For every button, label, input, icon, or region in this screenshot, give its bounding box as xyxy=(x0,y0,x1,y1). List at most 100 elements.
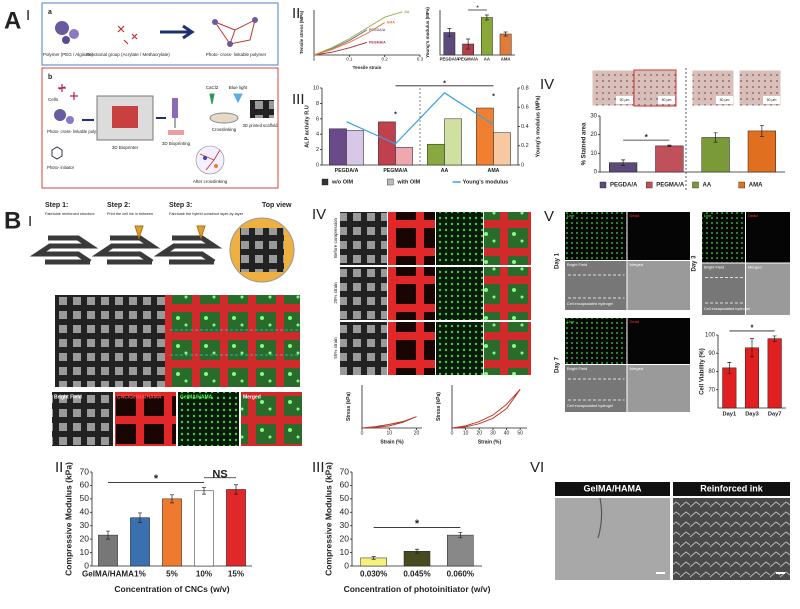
shape xyxy=(117,25,138,45)
row-label: 50% strain xyxy=(333,337,338,359)
scale-box xyxy=(616,96,633,104)
error-bar xyxy=(484,14,489,21)
x-tick-label: AA xyxy=(484,57,490,62)
brightfield-image xyxy=(565,365,627,412)
live-image xyxy=(565,318,627,364)
dish xyxy=(168,130,184,135)
y-tick-label: 0 xyxy=(316,162,319,168)
day-label: Day 1 xyxy=(555,252,561,269)
step-text: Fabricate reinforced structure xyxy=(45,212,95,216)
line xyxy=(361,416,417,429)
dead-image xyxy=(746,212,790,263)
sem-image xyxy=(555,498,670,580)
channel-image xyxy=(178,392,239,446)
x-tick-label: PEGMA/A xyxy=(383,168,408,174)
x-tick-label: 10% xyxy=(196,570,212,579)
compression-image xyxy=(436,322,483,375)
panel-numeral: I xyxy=(26,7,30,24)
y-tick-label: 10 xyxy=(313,85,319,91)
x-tick-label: 0 xyxy=(361,430,364,436)
panel-numeral: II xyxy=(292,5,300,22)
channel-label: Live xyxy=(567,319,575,324)
error-bar xyxy=(458,532,463,539)
x-tick-label: 0.1 xyxy=(346,57,353,62)
y-tick-label: 10 xyxy=(340,547,350,557)
live-image xyxy=(565,212,627,260)
scale-label: 50 μm xyxy=(620,98,630,102)
line xyxy=(313,29,368,56)
bar xyxy=(395,147,413,166)
x-tick-label: 0 xyxy=(313,57,316,62)
shape xyxy=(160,24,195,40)
compression-image xyxy=(436,212,483,265)
x-tick-label: GelMA/HAMA xyxy=(82,570,134,579)
label: Crosslinking xyxy=(212,127,237,132)
schematic-box xyxy=(41,2,279,66)
day-label: Day 3 xyxy=(692,255,698,272)
x-tick-label: 10 xyxy=(386,430,392,436)
x-tick-label: 15% xyxy=(228,570,244,579)
x-tick-label: 40 xyxy=(504,430,510,436)
shape xyxy=(705,277,743,304)
y2-tick-label: 0.4 xyxy=(521,124,529,130)
panel-letter: A xyxy=(4,7,21,34)
legend-label: w/o OIM xyxy=(331,179,354,185)
channel-label: GelMA/HAMA xyxy=(180,394,213,400)
y-axis-label: Compressive Modulus (kPa) xyxy=(323,462,333,576)
annotation: * xyxy=(750,324,754,333)
shape xyxy=(209,93,215,105)
panel-numeral: V xyxy=(544,208,554,225)
error-bar xyxy=(759,124,764,137)
sem-header xyxy=(673,482,790,496)
legend-marker xyxy=(321,178,329,186)
compression-image xyxy=(436,267,483,320)
legend-marker xyxy=(599,181,607,189)
y2-tick-label: 0.6 xyxy=(521,105,529,111)
row-label: Before compression xyxy=(333,217,338,258)
label: CaCl2 xyxy=(206,85,219,90)
x-tick-label: PEGMA/A xyxy=(458,57,478,62)
shape xyxy=(51,146,63,160)
panel-numeral: I xyxy=(28,213,32,230)
error-bar xyxy=(234,484,238,495)
error-bar xyxy=(202,487,206,495)
x-tick-label: Day3 xyxy=(745,412,759,418)
shape xyxy=(55,21,69,35)
annotation: * xyxy=(443,80,446,88)
brightfield-image xyxy=(702,263,745,315)
label: Photo- cross- linkable polymer xyxy=(47,129,104,134)
annotation: * xyxy=(415,518,420,530)
scale-bar xyxy=(656,572,665,574)
legend-marker xyxy=(738,181,745,189)
bar xyxy=(447,534,474,567)
label: b xyxy=(48,74,52,81)
bar xyxy=(130,517,150,567)
y-tick-label: 20 xyxy=(80,533,90,543)
y-tick-label: 70 xyxy=(80,466,90,476)
x-tick-label: Day7 xyxy=(768,412,782,418)
y-tick-label: 70 xyxy=(708,387,715,393)
sem-image xyxy=(673,498,790,580)
panel-numeral: III xyxy=(312,459,325,476)
channel-label: Live xyxy=(704,213,712,218)
compression-image xyxy=(388,212,435,265)
compression-image xyxy=(340,267,387,320)
label: After crosslinking xyxy=(193,179,228,184)
label: Blue light xyxy=(229,85,248,90)
x-tick-label: AMA xyxy=(488,168,500,174)
legend-label: PEGDA/A xyxy=(610,183,638,189)
step-title: Top view xyxy=(262,202,292,209)
line xyxy=(313,22,385,56)
x-axis-label: Strain (%) xyxy=(380,439,404,445)
y-tick-label: 0 xyxy=(84,560,89,570)
label: Polymer (PEG / Alginate) xyxy=(43,52,94,57)
x-axis-label: Tensile strain xyxy=(353,65,382,70)
x-axis-label: Concentration of CNCs (w/v) xyxy=(114,584,229,594)
y-tick-label: 30 xyxy=(80,520,90,530)
bar xyxy=(162,498,182,567)
bioprinter xyxy=(112,106,138,128)
annotation: * xyxy=(645,133,649,142)
channel-label: Bright Field xyxy=(704,265,724,270)
annotation: * xyxy=(476,6,479,12)
shape xyxy=(170,329,298,356)
